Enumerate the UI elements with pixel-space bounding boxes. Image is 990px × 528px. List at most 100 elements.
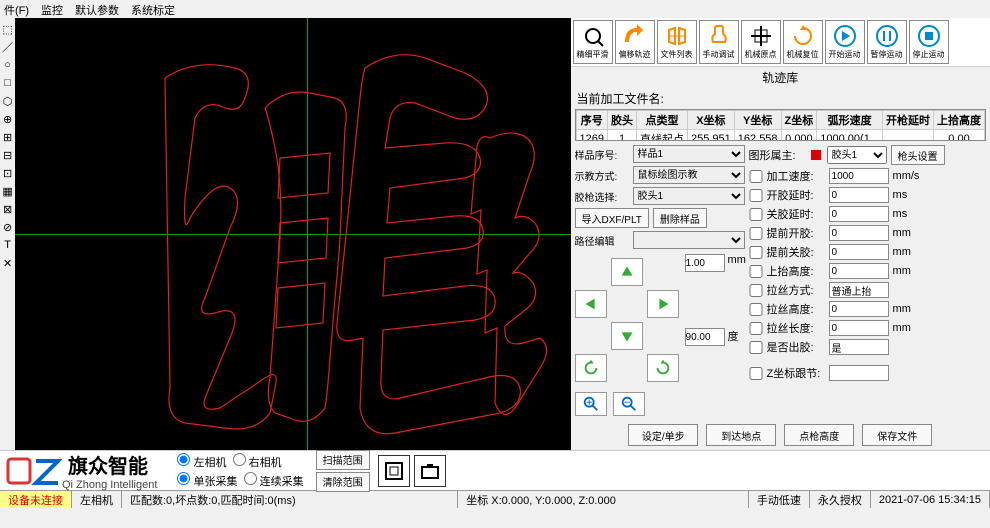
param-input[interactable] xyxy=(829,263,889,279)
z-follow-input[interactable] xyxy=(829,365,889,381)
table-header[interactable]: 弧形速度 xyxy=(817,111,883,130)
param-input[interactable] xyxy=(829,187,889,203)
fit-view-button[interactable] xyxy=(378,455,410,487)
tool-button[interactable]: ⊠ xyxy=(1,202,15,216)
param-input[interactable] xyxy=(829,320,889,336)
param-unit: mm xyxy=(893,265,921,277)
angle-input[interactable] xyxy=(685,328,725,346)
top-button-5[interactable]: 机械复位 xyxy=(783,20,823,64)
left-cam-radio[interactable]: 左相机 xyxy=(177,457,226,469)
menu-sys-calib[interactable]: 系统标定 xyxy=(131,2,175,16)
param-checkbox[interactable] xyxy=(749,303,763,316)
param-input[interactable] xyxy=(829,282,889,298)
param-label: 加工速度: xyxy=(767,168,825,184)
arrow-left-button[interactable] xyxy=(575,290,607,318)
tool-button[interactable]: ⊘ xyxy=(1,220,15,234)
scan-range-button[interactable]: 扫描范围 xyxy=(316,450,370,470)
param-label: 关胶延时: xyxy=(767,206,825,222)
tool-button[interactable]: □ xyxy=(1,76,15,90)
glue-head-select[interactable]: 胶头1 xyxy=(827,146,887,164)
tool-button[interactable]: ⊟ xyxy=(1,148,15,162)
param-input[interactable] xyxy=(829,301,889,317)
tool-button[interactable]: ⬡ xyxy=(1,94,15,108)
teach-mode-select[interactable]: 鼠标绘图示教 xyxy=(633,166,745,184)
top-button-3[interactable]: 手动调试 xyxy=(699,20,739,64)
delete-sample-button[interactable]: 删除样品 xyxy=(653,208,707,228)
menu-bar: 件(F) 监控 默认参数 系统标定 xyxy=(0,0,990,18)
table-header[interactable]: 开枪延时 xyxy=(883,111,934,130)
arrow-up-button[interactable] xyxy=(611,258,643,286)
table-header[interactable]: Y坐标 xyxy=(734,111,781,130)
tool-button[interactable]: ⬚ xyxy=(1,22,15,36)
arrow-right-button[interactable] xyxy=(647,290,679,318)
zoom-out-button[interactable] xyxy=(613,392,645,416)
table-header[interactable]: 点类型 xyxy=(637,111,688,130)
tool-button[interactable]: ○ xyxy=(1,58,15,72)
top-button-0[interactable]: 精细平滑 xyxy=(573,20,613,64)
table-header[interactable]: 序号 xyxy=(576,111,607,130)
top-button-4[interactable]: 机械原点 xyxy=(741,20,781,64)
rotate-ccw-button[interactable] xyxy=(575,354,607,382)
param-input[interactable] xyxy=(829,225,889,241)
param-input[interactable] xyxy=(829,244,889,260)
status-license: 永久授权 xyxy=(810,491,871,508)
step-input[interactable] xyxy=(685,254,725,272)
param-input[interactable] xyxy=(829,168,889,184)
top-button-6[interactable]: 开始运动 xyxy=(825,20,865,64)
table-row[interactable]: 12691直线起点255.951162.5580.0001000.00(1...… xyxy=(576,130,984,142)
sample-no-select[interactable]: 样品1 xyxy=(633,145,745,163)
table-header[interactable]: 胶头 xyxy=(608,111,637,130)
tool-button[interactable]: ⊡ xyxy=(1,166,15,180)
param-unit: mm/s xyxy=(893,170,921,182)
top-button-2[interactable]: 文件列表 xyxy=(657,20,697,64)
glue-select[interactable]: 胶头1 xyxy=(633,187,745,205)
single-collect-radio[interactable]: 单张采集 xyxy=(177,476,237,488)
right-panel: 精细平滑偏移轨迹文件列表手动调试机械原点机械复位开始运动暂停运动停止运动 轨迹库… xyxy=(571,18,990,450)
gun-height-button[interactable]: 点枪高度 xyxy=(784,424,854,446)
head-config-button[interactable]: 枪头设置 xyxy=(891,145,945,165)
param-checkbox[interactable] xyxy=(749,189,763,202)
tool-button[interactable]: ⊞ xyxy=(1,130,15,144)
arrow-down-button[interactable] xyxy=(611,322,643,350)
zoom-in-button[interactable] xyxy=(575,392,607,416)
z-follow-checkbox[interactable] xyxy=(749,367,763,380)
param-checkbox[interactable] xyxy=(749,341,763,354)
tool-button[interactable]: ⊕ xyxy=(1,112,15,126)
goto-point-button[interactable]: 到达地点 xyxy=(706,424,776,446)
save-file-button[interactable]: 保存文件 xyxy=(862,424,932,446)
menu-monitor[interactable]: 监控 xyxy=(41,2,63,16)
param-checkbox[interactable] xyxy=(749,170,763,183)
table-header[interactable]: 上拾高度 xyxy=(934,111,985,130)
tool-button[interactable]: ✕ xyxy=(1,256,15,270)
menu-file[interactable]: 件(F) xyxy=(4,2,29,16)
param-checkbox[interactable] xyxy=(749,208,763,221)
cont-collect-radio[interactable]: 连续采集 xyxy=(244,476,304,488)
path-edit-select[interactable] xyxy=(633,231,745,249)
snapshot-button[interactable] xyxy=(414,455,446,487)
table-header[interactable]: X坐标 xyxy=(688,111,735,130)
tool-button[interactable]: ／ xyxy=(1,40,15,54)
param-checkbox[interactable] xyxy=(749,227,763,240)
param-checkbox[interactable] xyxy=(749,246,763,259)
menu-default-params[interactable]: 默认参数 xyxy=(75,2,119,16)
tool-button[interactable]: ▦ xyxy=(1,184,15,198)
status-cam: 左相机 xyxy=(72,491,122,508)
status-bar: 设备未连接 左相机 匹配数:0,坏点数:0,匹配时间:0(ms) 坐标 X:0.… xyxy=(0,490,990,508)
param-input[interactable] xyxy=(829,206,889,222)
right-cam-radio[interactable]: 右相机 xyxy=(233,457,282,469)
set-step-button[interactable]: 设定/单步 xyxy=(628,424,698,446)
top-button-7[interactable]: 暂停运动 xyxy=(867,20,907,64)
param-checkbox[interactable] xyxy=(749,284,763,297)
param-checkbox[interactable] xyxy=(749,322,763,335)
tool-button[interactable]: T xyxy=(1,238,15,252)
canvas[interactable] xyxy=(15,18,570,450)
param-checkbox[interactable] xyxy=(749,265,763,278)
import-dxf-button[interactable]: 导入DXF/PLT xyxy=(575,208,649,228)
clear-range-button[interactable]: 清除范围 xyxy=(316,472,370,492)
trajectory-table[interactable]: 序号胶头点类型X坐标Y坐标Z坐标弧形速度开枪延时上拾高度12691直线起点255… xyxy=(575,109,986,141)
top-button-8[interactable]: 停止运动 xyxy=(909,20,949,64)
top-button-1[interactable]: 偏移轨迹 xyxy=(615,20,655,64)
rotate-cw-button[interactable] xyxy=(647,354,679,382)
param-input[interactable] xyxy=(829,339,889,355)
table-header[interactable]: Z坐标 xyxy=(781,111,817,130)
